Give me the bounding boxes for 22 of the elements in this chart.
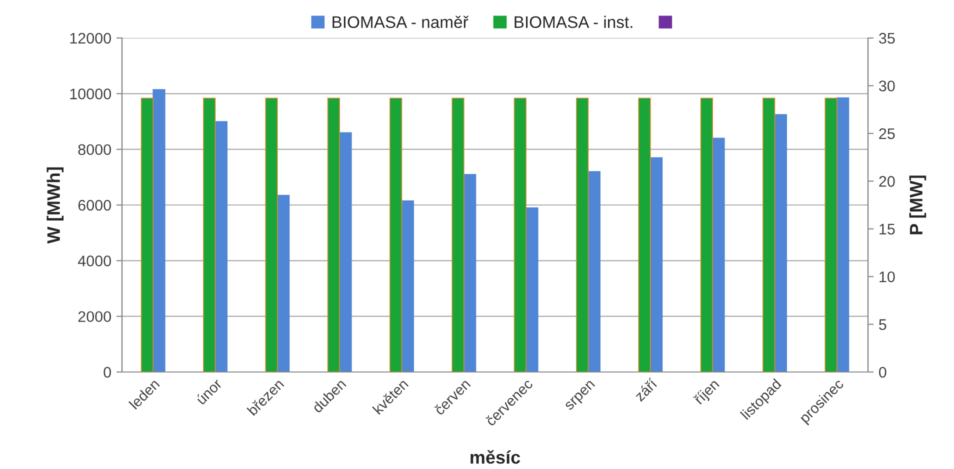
y-tick-label: 10000 — [70, 88, 111, 100]
y2-tick-label: 35 — [879, 32, 895, 44]
x-tick-label: říjen — [692, 378, 722, 408]
y2-tick-label: 5 — [879, 319, 886, 330]
y2-tick-label: 20 — [879, 176, 895, 187]
y2-tick-label: 0 — [879, 366, 886, 378]
y2-tick-label: 15 — [880, 224, 895, 235]
y-tick-label: 2000 — [78, 311, 111, 322]
legend-label: BIOMASA - inst. — [514, 16, 632, 28]
x-tick-label: září — [634, 377, 658, 402]
y2-axis-title: P [MW] — [909, 176, 926, 234]
y-tick-label: 8000 — [78, 144, 111, 156]
y-tick-label: 6000 — [78, 200, 111, 211]
legend-label: BIOMASA - naměř — [332, 16, 469, 28]
y-tick-label: 0 — [104, 366, 111, 378]
y-tick-label: 12000 — [70, 32, 111, 44]
y2-tick-label: 25 — [879, 128, 895, 140]
y2-tick-label: 10 — [880, 271, 895, 282]
x-axis-title: měsíc — [470, 450, 520, 464]
y-tick-label: 4000 — [78, 256, 111, 266]
y2-tick-label: 30 — [879, 80, 895, 92]
y-axis-title: W [MWh] — [46, 167, 64, 244]
